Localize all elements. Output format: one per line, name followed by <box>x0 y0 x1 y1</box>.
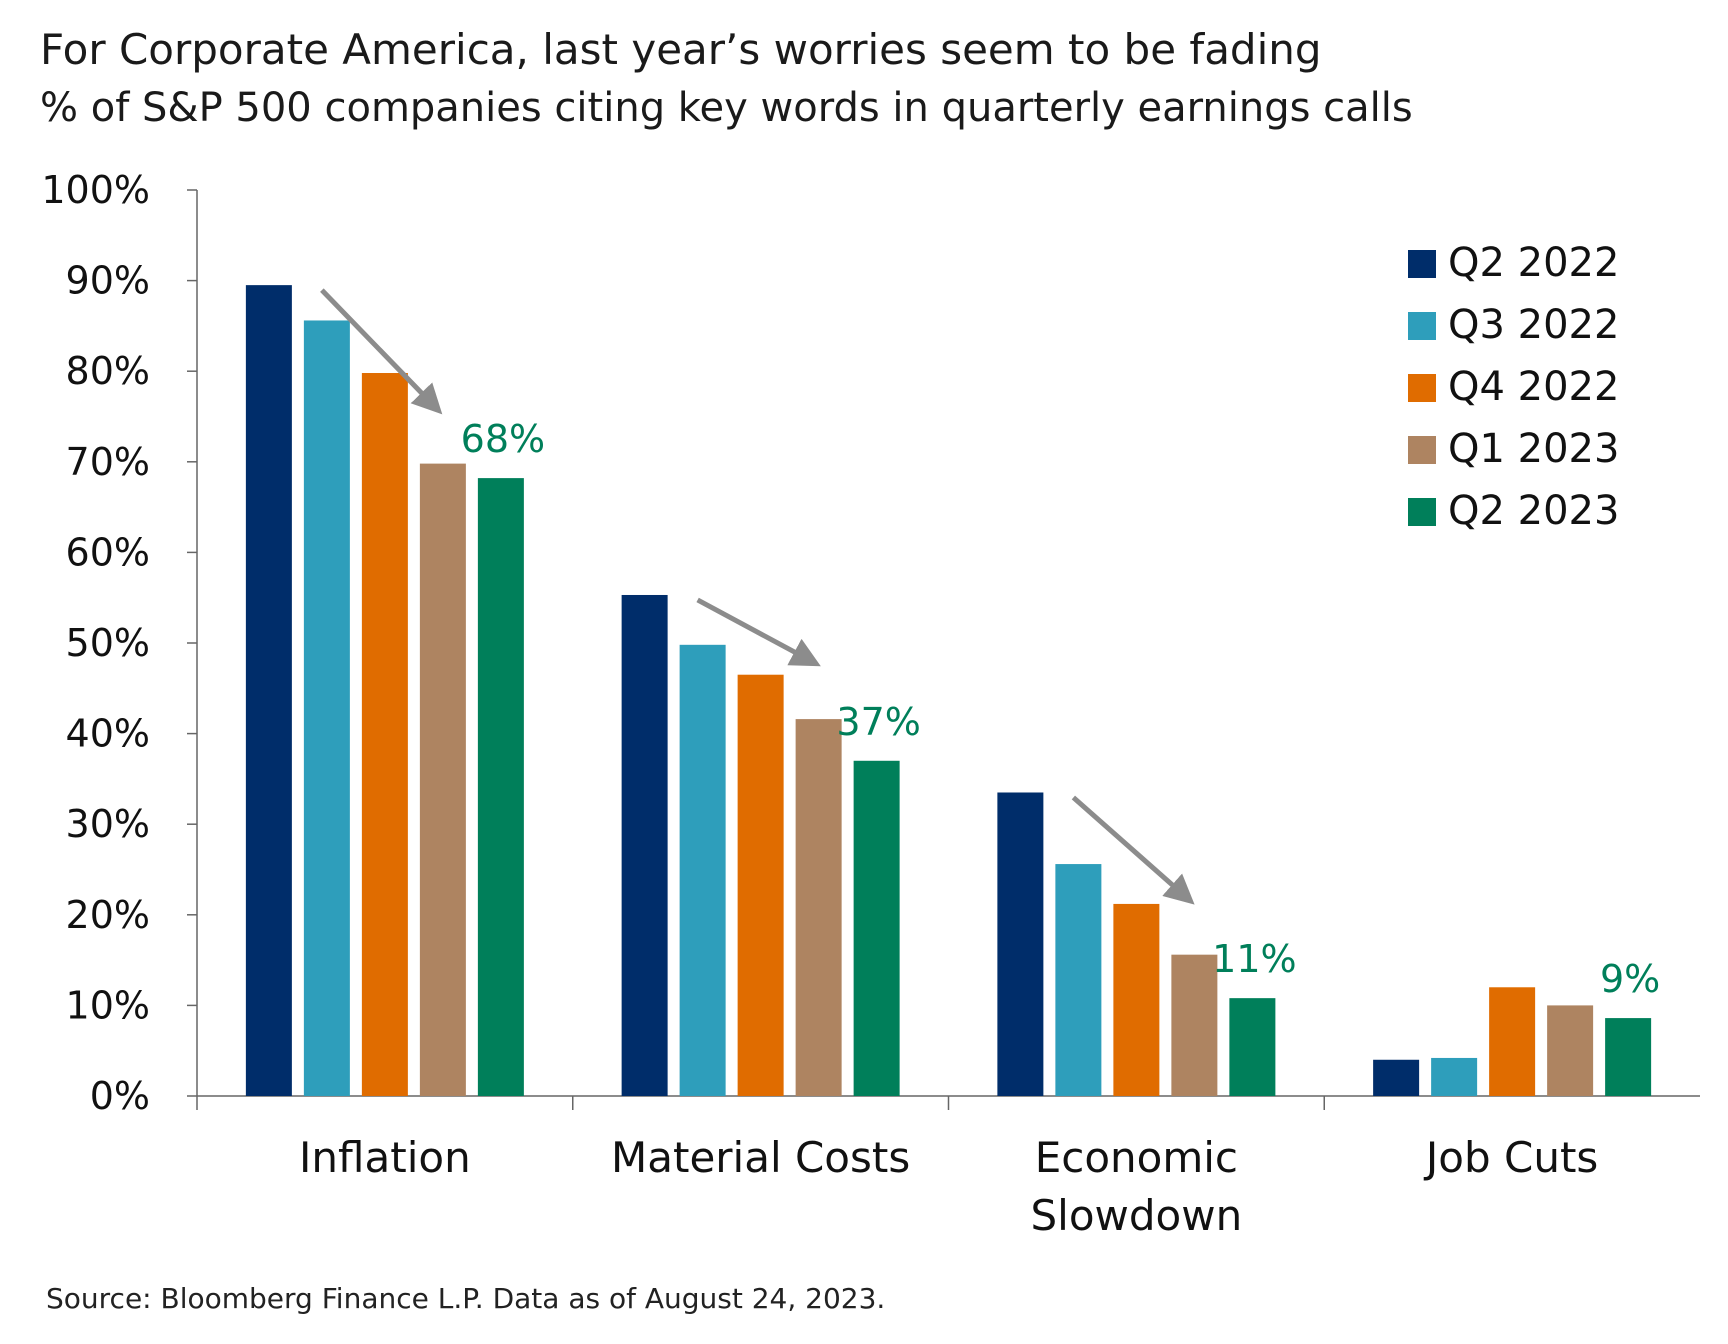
bar-q2-2023 <box>1229 998 1276 1096</box>
bar-q2-2022 <box>621 594 668 1096</box>
legend-swatch <box>1408 374 1436 402</box>
y-tick-label: 50% <box>66 621 150 665</box>
y-tick-label: 30% <box>66 802 150 846</box>
y-tick-label: 10% <box>66 983 150 1027</box>
bar-q4-2022 <box>737 674 784 1096</box>
legend-label: Q2 2023 <box>1448 488 1619 534</box>
bar-q1-2023 <box>1171 954 1218 1096</box>
y-tick-label: 100% <box>41 168 150 212</box>
data-label-q2-2023: 37% <box>836 700 920 744</box>
bar-q2-2022 <box>245 285 292 1096</box>
bar-q4-2022 <box>361 373 408 1097</box>
x-category-label: Material Costs <box>611 1133 910 1182</box>
chart-title: For Corporate America, last year’s worri… <box>40 25 1322 74</box>
bar-q3-2022 <box>679 644 726 1096</box>
data-label-q2-2023: 11% <box>1212 937 1296 981</box>
bar-q2-2022 <box>997 792 1044 1096</box>
legend-swatch <box>1408 436 1436 464</box>
y-tick-label: 0% <box>90 1074 150 1118</box>
source-note: Source: Bloomberg Finance L.P. Data as o… <box>46 1282 886 1315</box>
chart-subtitle: % of S&P 500 companies citing key words … <box>40 85 1413 131</box>
data-label-q2-2023: 9% <box>1600 957 1660 1001</box>
legend-label: Q4 2022 <box>1448 364 1619 410</box>
bar-q3-2022 <box>1055 864 1102 1096</box>
y-tick-label: 80% <box>66 349 150 393</box>
legend-label: Q1 2023 <box>1448 426 1619 472</box>
x-category-label: Job Cuts <box>1423 1133 1598 1182</box>
bar-q1-2023 <box>795 719 842 1096</box>
legend-label: Q2 2022 <box>1448 240 1619 286</box>
bar-q2-2023 <box>853 760 900 1096</box>
trend-arrow <box>1071 795 1195 905</box>
bar-q1-2023 <box>419 463 466 1096</box>
bar-q2-2023 <box>477 478 524 1096</box>
trend-arrow <box>696 597 821 667</box>
y-tick-label: 20% <box>66 893 150 937</box>
legend-swatch <box>1408 498 1436 526</box>
x-category-label: Economic <box>1035 1133 1238 1182</box>
x-category-label: Slowdown <box>1031 1191 1243 1240</box>
bar-q4-2022 <box>1489 987 1536 1096</box>
y-tick-label: 60% <box>66 530 150 574</box>
y-tick-label: 70% <box>66 440 150 484</box>
bar-q3-2022 <box>1431 1057 1478 1096</box>
bar-q1-2023 <box>1547 1005 1594 1096</box>
bar-q4-2022 <box>1113 903 1160 1096</box>
legend-swatch <box>1408 250 1436 278</box>
legend-swatch <box>1408 312 1436 340</box>
bar-q2-2022 <box>1373 1059 1420 1096</box>
legend-label: Q3 2022 <box>1448 302 1619 348</box>
y-tick-label: 90% <box>66 259 150 303</box>
bar-q3-2022 <box>303 320 350 1096</box>
bar-q2-2023 <box>1605 1018 1652 1096</box>
y-tick-label: 40% <box>66 712 150 756</box>
x-category-label: Inflation <box>299 1133 471 1182</box>
data-label-q2-2023: 68% <box>461 417 545 461</box>
trend-arrow <box>320 288 443 415</box>
